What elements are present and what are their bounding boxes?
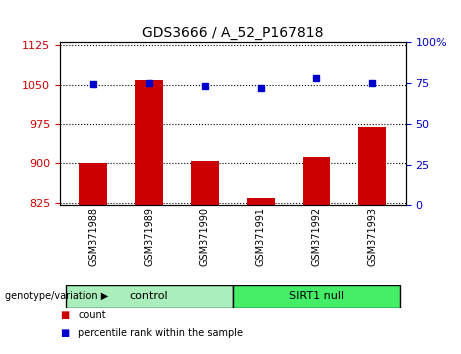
Text: genotype/variation ▶: genotype/variation ▶: [5, 291, 108, 302]
Bar: [302, 157, 331, 205]
Bar: [247, 199, 275, 205]
Title: GDS3666 / A_52_P167818: GDS3666 / A_52_P167818: [142, 26, 324, 40]
Text: SIRT1 null: SIRT1 null: [289, 291, 344, 302]
Text: percentile rank within the sample: percentile rank within the sample: [78, 328, 243, 338]
Bar: [135, 80, 163, 205]
Text: ■: ■: [60, 328, 69, 338]
Bar: [65, 285, 233, 308]
Bar: [358, 126, 386, 205]
Bar: [79, 163, 107, 205]
Text: ■: ■: [60, 310, 69, 320]
Bar: [233, 285, 400, 308]
Bar: [191, 161, 219, 205]
Text: count: count: [78, 310, 106, 320]
Text: control: control: [130, 291, 168, 302]
